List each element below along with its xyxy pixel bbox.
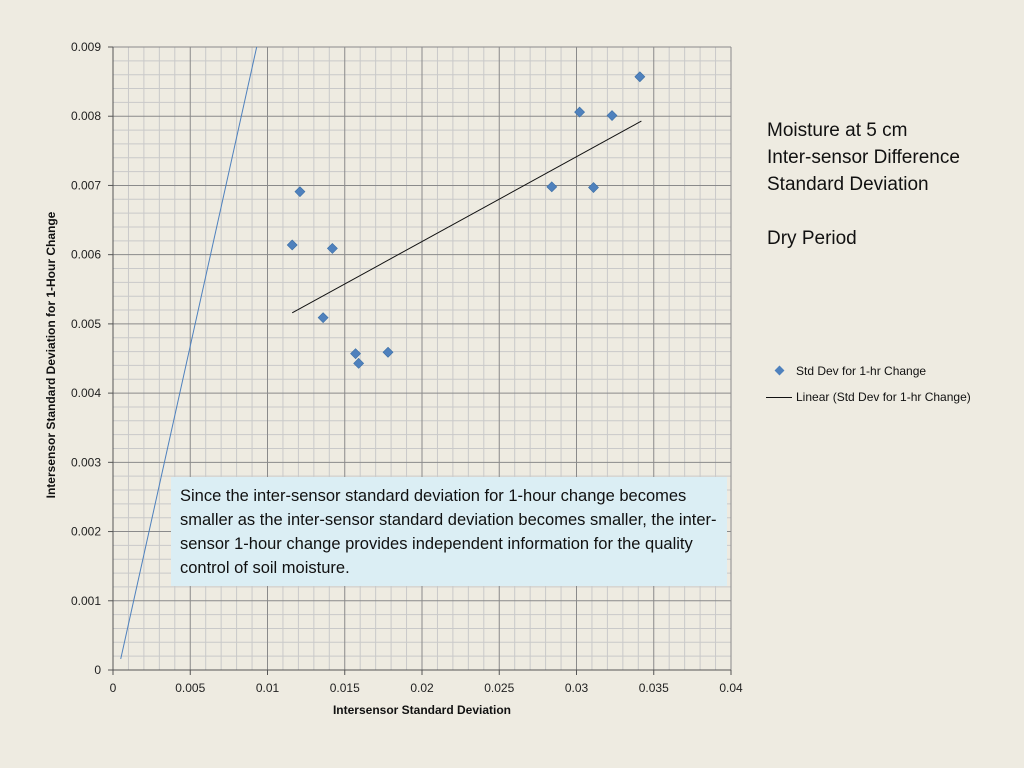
- legend: Std Dev for 1-hr Change Linear (Std Dev …: [766, 362, 1016, 414]
- data-point: [588, 182, 599, 193]
- data-point: [317, 312, 329, 324]
- title-line-2: Inter-sensor Difference: [767, 147, 960, 168]
- diamond-marker-icon: [766, 364, 794, 378]
- x-tick-label: 0.035: [639, 681, 669, 695]
- y-axis-title: Intersensor Standard Deviation for 1-Hou…: [44, 211, 58, 498]
- y-tick-label: 0.002: [71, 525, 101, 539]
- x-tick-label: 0.02: [410, 681, 434, 695]
- y-tick-label: 0.008: [71, 109, 101, 123]
- title-line-1: Moisture at 5 cm: [767, 120, 908, 141]
- data-points: [286, 71, 646, 369]
- x-tick-label: 0: [110, 681, 117, 695]
- y-tick-label: 0.003: [71, 455, 101, 469]
- data-point: [606, 110, 618, 121]
- y-tick-label: 0.009: [71, 40, 101, 54]
- data-point: [286, 239, 298, 251]
- x-tick-label: 0.04: [719, 681, 743, 695]
- reference-line-path: [120, 46, 258, 660]
- trendline-path: [291, 120, 642, 314]
- y-tick-label: 0.004: [71, 386, 101, 400]
- data-point: [574, 106, 586, 118]
- legend-label-series: Std Dev for 1-hr Change: [796, 364, 927, 378]
- y-tick-label: 0: [94, 663, 101, 677]
- data-point: [382, 346, 394, 358]
- y-tick-label: 0.006: [71, 248, 101, 262]
- x-tick-label: 0.015: [330, 681, 360, 695]
- data-point: [353, 357, 365, 369]
- x-tick-label: 0.01: [256, 681, 280, 695]
- x-tick-label: 0.025: [484, 681, 514, 695]
- x-tick-labels: 0 0.005 0.01 0.015 0.02 0.025 0.03 0.035 0.04: [110, 681, 743, 695]
- y-tick-label: 0.005: [71, 317, 101, 331]
- chart-title: Moisture at 5 cm Inter-sensor Difference…: [767, 117, 1007, 252]
- data-point: [294, 186, 306, 198]
- y-tick-label: 0.001: [71, 594, 101, 608]
- line-marker-icon: [766, 390, 794, 404]
- title-spacer: [767, 198, 1007, 225]
- legend-item-series: Std Dev for 1-hr Change: [766, 362, 1016, 380]
- y-tick-label: 0.007: [71, 178, 101, 192]
- x-tick-label: 0.005: [175, 681, 205, 695]
- legend-label-trendline: Linear (Std Dev for 1-hr Change): [796, 390, 971, 404]
- legend-item-trendline: Linear (Std Dev for 1-hr Change): [766, 388, 1016, 406]
- reference-line: [120, 46, 258, 660]
- data-point: [634, 71, 646, 83]
- title-line-3: Standard Deviation: [767, 174, 929, 195]
- data-point: [326, 243, 338, 254]
- x-axis-title: Intersensor Standard Deviation: [333, 703, 511, 717]
- trendline: [291, 120, 642, 314]
- data-point: [350, 348, 361, 360]
- data-point: [546, 181, 558, 193]
- y-tick-labels: 0 0.001 0.002 0.003 0.004 0.005 0.006 0.007 0.00…: [71, 40, 101, 677]
- title-line-5: Dry Period: [767, 228, 857, 249]
- axes: [108, 46, 732, 675]
- note-box: Since the inter-sensor standard deviatio…: [171, 477, 727, 586]
- x-tick-label: 0.03: [565, 681, 589, 695]
